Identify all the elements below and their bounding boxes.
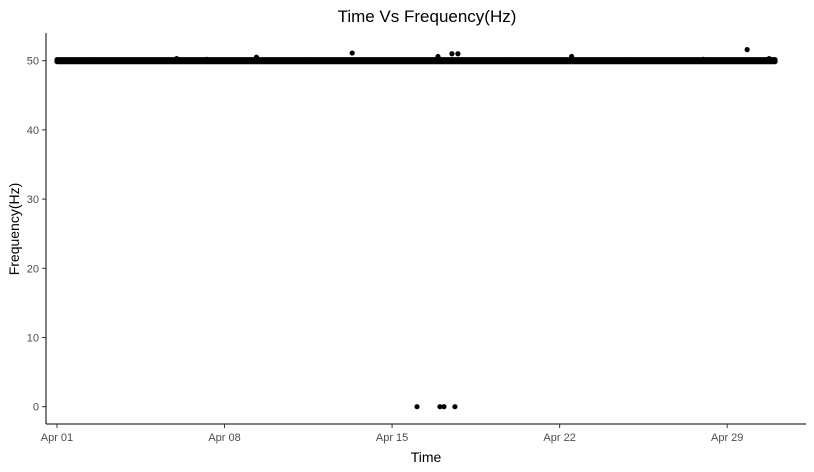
data-band [54, 57, 778, 65]
data-point [449, 51, 455, 57]
data-point [452, 404, 458, 410]
y-tick-label: 0 [33, 402, 39, 414]
x-tick-label: Apr 08 [208, 432, 240, 444]
y-tick-label: 10 [27, 332, 39, 344]
y-axis-title: Frequency(Hz) [6, 183, 22, 276]
data-point [90, 57, 96, 63]
data-point [437, 404, 443, 410]
x-tick-label: Apr 15 [376, 432, 408, 444]
x-axis-ticks: Apr 01 Apr 08 Apr 15 Apr 22 Apr 29 [41, 424, 743, 444]
chart-title: Time Vs Frequency(Hz) [338, 7, 517, 26]
data-point [455, 51, 461, 57]
y-tick-label: 50 [27, 56, 39, 68]
y-tick-label: 40 [27, 125, 39, 137]
data-point [305, 57, 311, 63]
y-tick-label: 20 [27, 263, 39, 275]
data-point [435, 53, 441, 60]
data-point [766, 56, 772, 62]
data-point [203, 56, 210, 62]
data-point [441, 404, 447, 410]
x-axis-title: Time [411, 449, 442, 465]
data-point [509, 57, 515, 63]
y-axis-ticks: 0 10 20 30 40 50 [27, 56, 46, 414]
data-point [253, 54, 260, 60]
x-tick-label: Apr 29 [711, 432, 743, 444]
data-point [628, 57, 635, 63]
x-tick-label: Apr 22 [543, 432, 575, 444]
data-point [174, 56, 180, 62]
x-tick-label: Apr 01 [41, 432, 73, 444]
data-point [414, 404, 420, 410]
data-point [569, 53, 575, 60]
plot-area [54, 47, 778, 410]
y-tick-label: 30 [27, 194, 39, 206]
data-point [700, 56, 706, 62]
data-point [744, 47, 750, 53]
data-point [349, 50, 355, 56]
